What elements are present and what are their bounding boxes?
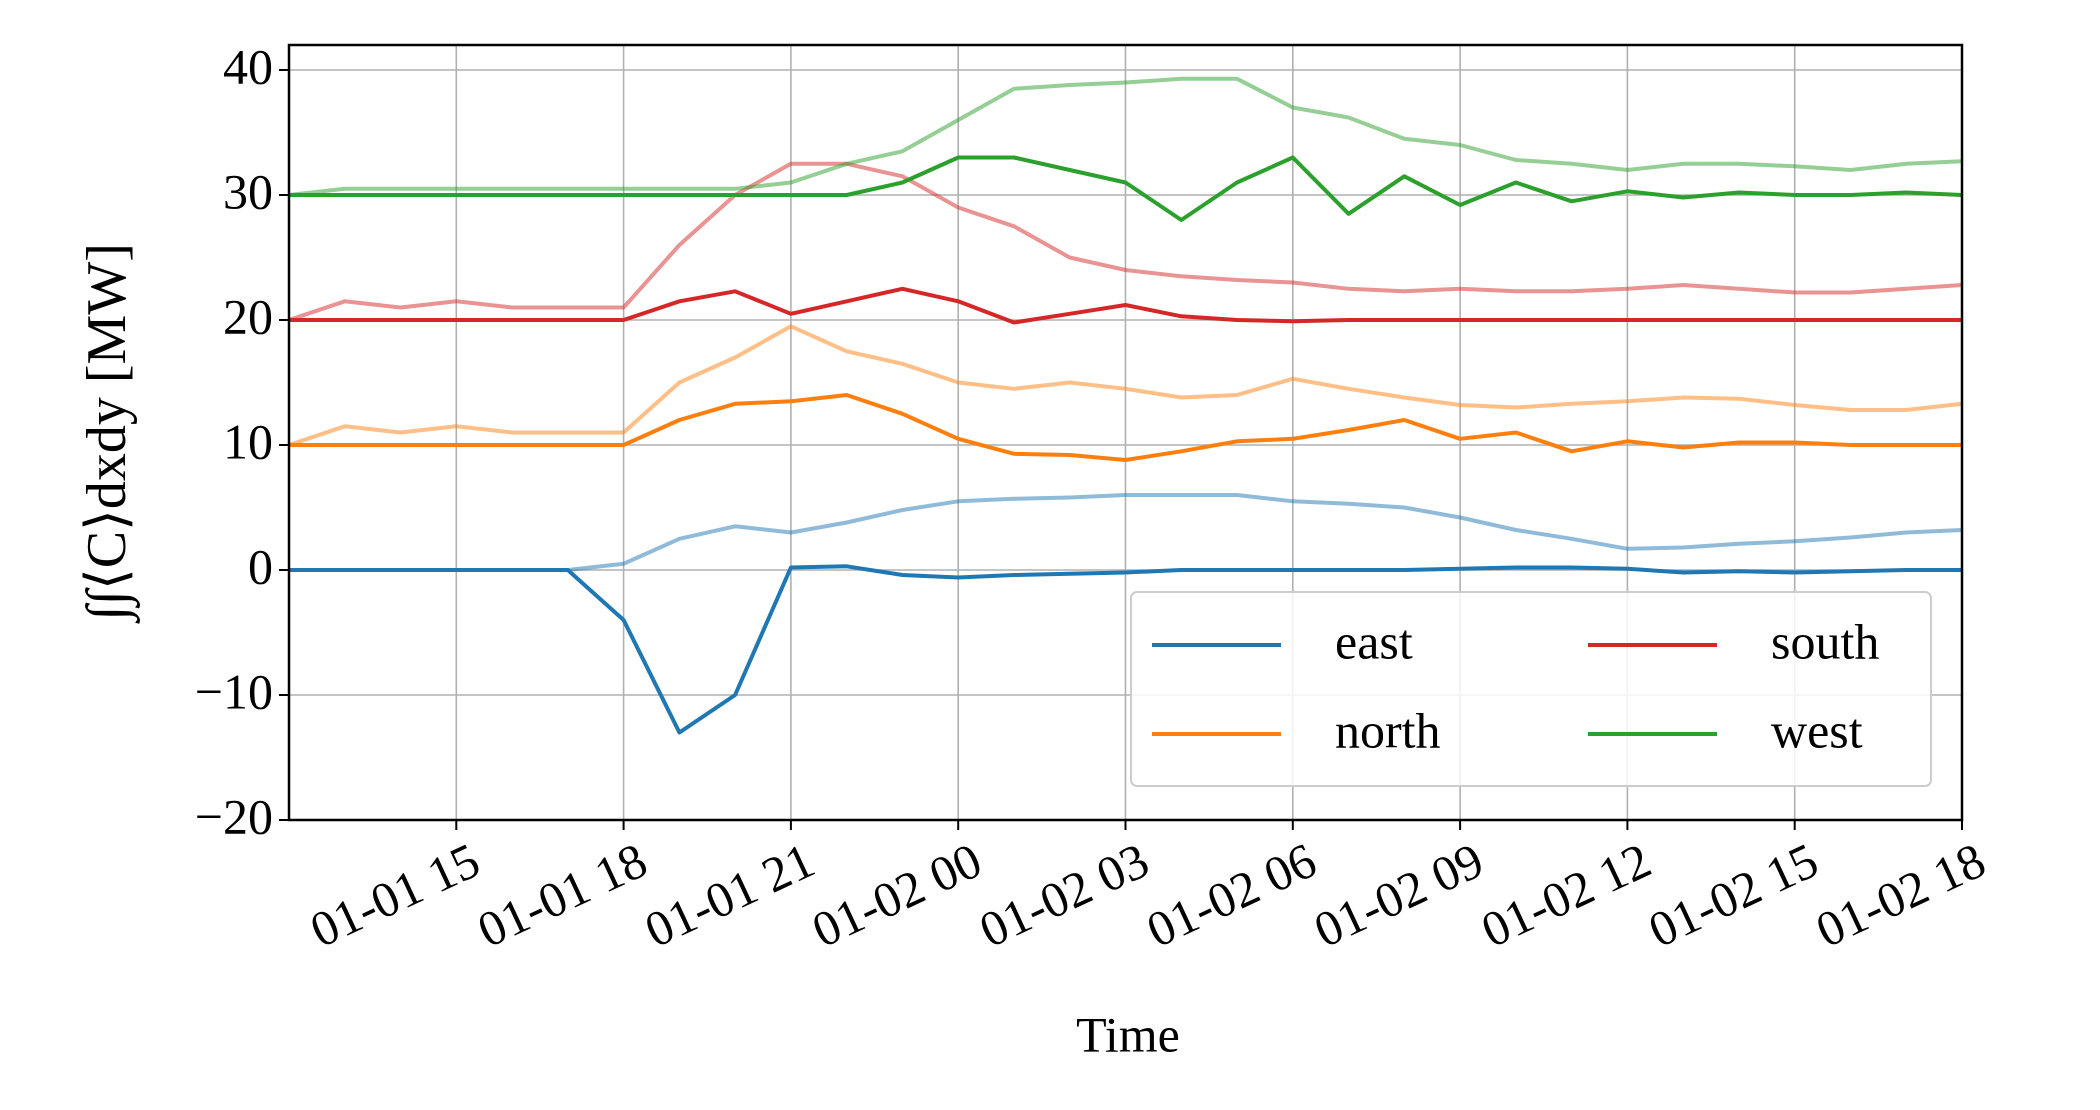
x-tick-label: 01-02 15	[1640, 832, 1826, 958]
x-tick-label: 01-01 15	[302, 832, 488, 958]
x-tick-label: 01-01 18	[469, 832, 655, 958]
x-axis-label: Time	[1076, 1006, 1180, 1062]
y-tick-label: 0	[248, 538, 273, 594]
legend-label: west	[1771, 702, 1863, 758]
legend-box	[1130, 591, 1932, 787]
y-tick-label: −20	[195, 788, 273, 844]
x-tick-label: 01-02 09	[1306, 832, 1492, 958]
legend-label: south	[1771, 613, 1879, 669]
line-series	[289, 286, 1962, 325]
x-tick-label: 01-01 21	[636, 832, 822, 958]
legend-label: east	[1335, 613, 1413, 669]
y-tick-label: −10	[195, 663, 273, 719]
legend-label: north	[1335, 702, 1441, 758]
line-series	[289, 564, 1962, 735]
plot-frame	[287, 43, 1964, 822]
x-tick-label: 01-02 00	[804, 832, 990, 958]
y-tick-label: 10	[223, 413, 273, 469]
line-series	[289, 155, 1963, 222]
line-series	[289, 393, 1962, 462]
line-series	[288, 76, 1963, 197]
y-tick-label: 40	[223, 38, 273, 94]
y-tick-label: 20	[223, 288, 273, 344]
x-tick-label: 01-02 12	[1473, 832, 1659, 958]
x-tick-label: 01-02 03	[971, 832, 1157, 958]
line-series	[288, 324, 1963, 447]
x-tick-label: 01-02 06	[1138, 832, 1324, 958]
y-axis-label: ∫∫⟨C⟩dxdy [MW]	[76, 243, 141, 624]
x-tick-label: 01-02 18	[1807, 832, 1993, 958]
line-series	[288, 161, 1963, 322]
y-tick-label: 30	[223, 163, 273, 219]
